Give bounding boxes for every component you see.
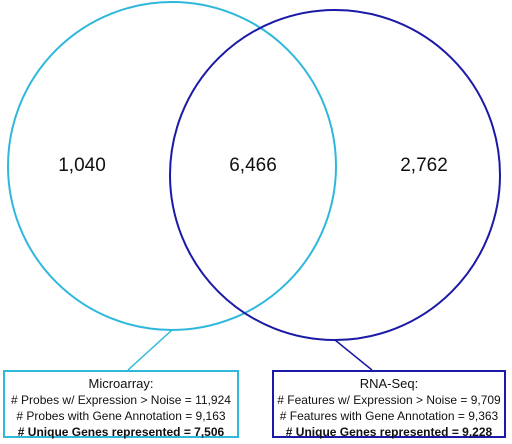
rnaseq-unique-genes: # Unique Genes represented = 9,228 [285,425,493,439]
rnaseq-features-noise: # Features w/ Expression > Noise = 9,709 [277,393,501,407]
overlap-count: 6,466 [229,155,277,176]
rnaseq-title: RNA-Seq: [359,376,419,391]
microarray-probes-annotation: # Probes with Gene Annotation = 9,163 [16,409,226,423]
microarray-connector [127,329,173,371]
microarray-title: Microarray: [88,376,154,391]
microarray-circle [7,1,337,331]
microarray-probes-noise: # Probes w/ Expression > Noise = 11,924 [11,393,231,407]
left-only-count: 1,040 [58,155,106,176]
right-only-count: 2,762 [400,155,448,176]
microarray-unique-genes: # Unique Genes represented = 7,506 [17,425,225,439]
rnaseq-connector [334,339,373,371]
rnaseq-box: RNA-Seq: # Features w/ Expression > Nois… [272,370,506,439]
microarray-box: Microarray: # Probes w/ Expression > Noi… [3,370,239,439]
rnaseq-features-annotation: # Features with Gene Annotation = 9,363 [279,409,499,423]
